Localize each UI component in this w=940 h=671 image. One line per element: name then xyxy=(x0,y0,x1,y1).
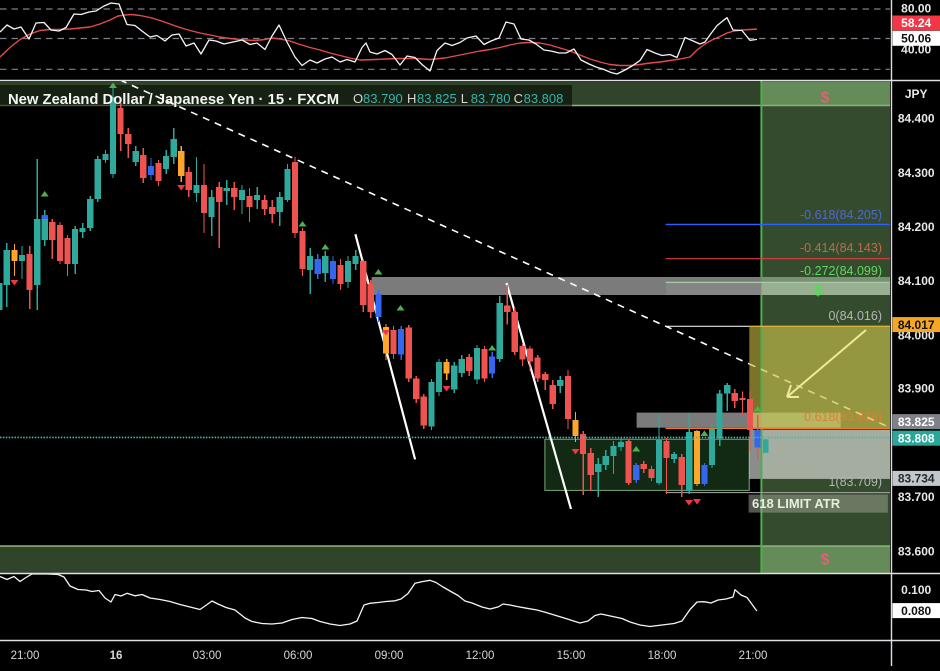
svg-text:80.00: 80.00 xyxy=(901,2,931,16)
svg-text:JPY: JPY xyxy=(905,87,928,101)
svg-text:84.400: 84.400 xyxy=(898,112,935,126)
svg-text:83.734: 83.734 xyxy=(898,472,935,486)
svg-text:83.600: 83.600 xyxy=(898,545,935,559)
svg-text:618 LIMIT ATR: 618 LIMIT ATR xyxy=(752,496,841,511)
svg-text:12:00: 12:00 xyxy=(466,650,495,662)
svg-text:84.300: 84.300 xyxy=(898,166,935,180)
svg-text:0(84.016): 0(84.016) xyxy=(828,309,882,323)
svg-text:16: 16 xyxy=(110,650,123,662)
svg-text:$: $ xyxy=(821,552,830,569)
svg-text:$: $ xyxy=(814,283,823,300)
svg-text:83.808: 83.808 xyxy=(898,431,935,445)
svg-text:58.24: 58.24 xyxy=(901,16,931,30)
svg-text:84.017: 84.017 xyxy=(898,318,935,332)
svg-text:06:00: 06:00 xyxy=(284,650,313,662)
svg-text:83.790: 83.790 xyxy=(363,91,403,106)
svg-text:03:00: 03:00 xyxy=(193,650,222,662)
svg-text:84.100: 84.100 xyxy=(898,274,935,288)
svg-text:09:00: 09:00 xyxy=(375,650,404,662)
svg-text:83.780: 83.780 xyxy=(471,91,511,106)
svg-text:H: H xyxy=(407,91,416,106)
svg-text:18:00: 18:00 xyxy=(648,650,677,662)
svg-text:21:00: 21:00 xyxy=(11,650,40,662)
svg-text:-0.272(84.099): -0.272(84.099) xyxy=(800,264,882,278)
svg-text:0.100: 0.100 xyxy=(901,583,931,597)
svg-text:21:00: 21:00 xyxy=(739,650,768,662)
svg-text:1(83.709): 1(83.709) xyxy=(828,475,882,489)
svg-text:83.700: 83.700 xyxy=(898,490,935,504)
svg-text:$: $ xyxy=(821,90,830,107)
svg-text:83.808: 83.808 xyxy=(524,91,564,106)
svg-text:15:00: 15:00 xyxy=(557,650,586,662)
svg-text:0.080: 0.080 xyxy=(901,604,931,618)
svg-text:-0.618(84.205): -0.618(84.205) xyxy=(800,208,882,222)
svg-text:New Zealand Dollar / Japanese: New Zealand Dollar / Japanese Yen · 15 ·… xyxy=(8,92,339,108)
svg-text:50.06: 50.06 xyxy=(901,32,931,46)
svg-text:L: L xyxy=(461,91,468,106)
svg-text:83.825: 83.825 xyxy=(417,91,457,106)
svg-text:-0.414(84.143): -0.414(84.143) xyxy=(800,241,882,255)
svg-text:84.200: 84.200 xyxy=(898,220,935,234)
svg-text:0.618(83.826): 0.618(83.826) xyxy=(804,410,882,424)
svg-text:83.825: 83.825 xyxy=(898,415,935,429)
svg-text:C: C xyxy=(514,91,523,106)
svg-text:83.900: 83.900 xyxy=(898,382,935,396)
svg-text:O: O xyxy=(353,91,363,106)
